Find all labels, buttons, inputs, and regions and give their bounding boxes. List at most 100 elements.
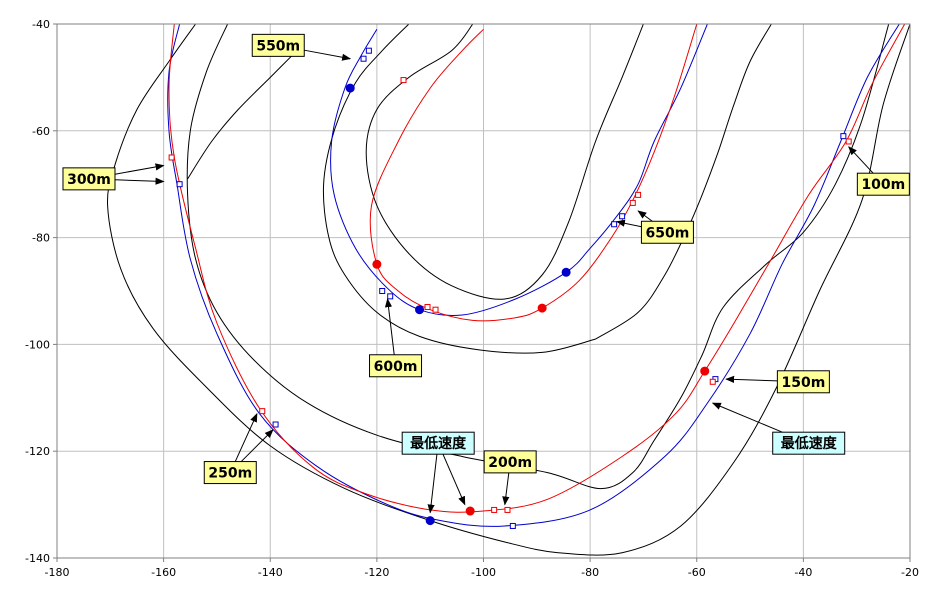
annotation-text: 650m — [646, 225, 690, 241]
min-speed-point — [345, 83, 355, 93]
min-speed-point — [561, 267, 571, 277]
distance-marker — [635, 191, 642, 198]
annotation-text: 250m — [208, 466, 252, 482]
annotation-box — [776, 370, 830, 394]
annotation-arrow — [427, 454, 438, 514]
annotation-text: 100m — [861, 177, 905, 193]
track-boundary-line — [107, 24, 910, 556]
distance-marker — [629, 199, 636, 206]
annotation-label: 最低速度 — [401, 431, 475, 455]
plot-frame — [56, 23, 911, 559]
annotation-label: 200m — [483, 450, 537, 474]
annotation-arrow — [234, 413, 258, 462]
annotation-box — [640, 220, 694, 244]
distance-marker — [365, 47, 372, 54]
min-speed-point — [537, 303, 547, 313]
distance-marker — [491, 506, 498, 513]
distance-marker — [424, 304, 431, 311]
racing-line — [369, 24, 698, 322]
annotation-label: 250m — [203, 461, 257, 485]
x-tick-label: -160 — [151, 566, 176, 579]
annotation-arrow — [384, 298, 395, 355]
annotation-box — [251, 33, 305, 57]
annotation-label: 650m — [640, 220, 694, 244]
annotation-label: 550m — [251, 33, 305, 57]
distance-marker — [272, 421, 279, 428]
distance-marker — [387, 293, 394, 300]
min-speed-point — [465, 506, 475, 516]
x-tick-label: -100 — [471, 566, 496, 579]
annotation-label: 300m — [62, 167, 116, 191]
racing-lines — [167, 24, 906, 527]
annotation-arrow — [725, 375, 778, 383]
annotation-text: 最低速度 — [781, 435, 838, 452]
annotation-label: 150m — [776, 370, 830, 394]
annotation-arrow — [240, 429, 274, 462]
x-tick-label: -60 — [688, 566, 706, 579]
y-tick-label: -100 — [25, 338, 50, 351]
y-tick-label: -40 — [32, 18, 50, 31]
grid-layer — [57, 24, 910, 558]
track-boundary-line — [322, 24, 596, 354]
annotation-text: 150m — [781, 375, 825, 391]
annotation-arrow — [114, 177, 165, 185]
annotation-box — [401, 431, 475, 455]
distance-marker — [611, 221, 618, 228]
racing-line — [167, 24, 900, 527]
annotation-label: 最低速度 — [772, 431, 846, 455]
min-speed-point — [700, 366, 710, 376]
annotation-box — [369, 354, 423, 378]
x-tick-label: -80 — [581, 566, 599, 579]
annotation-arrow — [615, 219, 642, 228]
distance-marker — [259, 408, 266, 415]
min-speed-point — [425, 516, 435, 526]
x-tick-label: -20 — [901, 566, 919, 579]
y-tick-label: -120 — [25, 445, 50, 458]
distance-marker — [504, 506, 511, 513]
track-boundary-line — [187, 50, 298, 180]
y-tick-label: -80 — [32, 232, 50, 245]
distance-marker — [432, 306, 439, 313]
annotation-arrow — [711, 402, 783, 433]
annotation-text: 最低速度 — [410, 435, 467, 452]
annotation-box — [772, 431, 846, 455]
markers — [168, 47, 852, 529]
annotation-text: 200m — [488, 455, 532, 471]
x-tick-label: -140 — [258, 566, 283, 579]
y-tick-label: -60 — [32, 125, 50, 138]
distance-marker — [619, 213, 626, 220]
distance-marker — [845, 138, 852, 145]
annotation-text: 600m — [374, 359, 418, 375]
distance-marker — [840, 133, 847, 140]
axis-ticks: -180 -160 -140 -120 -100 -80 -60 -40 -20 -40 -60 -8… — [25, 18, 919, 579]
racing-line — [168, 24, 906, 513]
annotation-arrow — [304, 49, 352, 61]
annotation-box — [483, 450, 537, 474]
distance-marker — [360, 55, 367, 62]
distance-marker — [709, 378, 716, 385]
annotation-arrow — [114, 163, 165, 175]
x-tick-label: -40 — [794, 566, 812, 579]
annotation-label: 600m — [369, 354, 423, 378]
annotation-box — [62, 167, 116, 191]
annotation-arrow — [848, 146, 874, 174]
annotations: 550m 300m 100m 650m 600m 150m 最低速度 最低速度 200m 250m — [62, 33, 910, 514]
min-speed-point — [372, 259, 382, 269]
x-tick-label: -120 — [364, 566, 389, 579]
distance-marker — [168, 154, 175, 161]
annotation-box — [203, 461, 257, 485]
y-tick-label: -140 — [25, 552, 50, 565]
annotation-label: 100m — [856, 172, 910, 196]
annotation-text: 550m — [256, 38, 300, 54]
distance-marker — [400, 77, 407, 84]
x-tick-label: -180 — [45, 566, 70, 579]
track-boundary-line — [595, 24, 772, 340]
distance-marker — [379, 288, 386, 294]
annotation-text: 300m — [67, 172, 111, 188]
annotation-arrow — [442, 453, 466, 506]
racing-line — [330, 24, 708, 317]
min-speed-point — [415, 305, 425, 315]
annotation-arrow — [637, 210, 653, 222]
annotation-box — [856, 172, 910, 196]
